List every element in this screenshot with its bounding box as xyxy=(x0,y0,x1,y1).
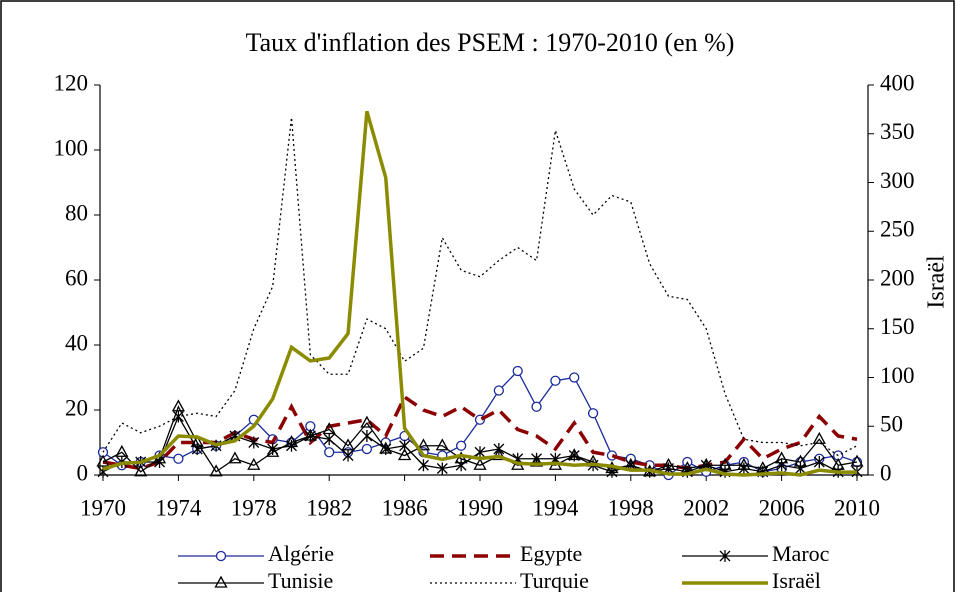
y-tick-label: 120 xyxy=(54,70,89,95)
marker xyxy=(417,459,429,472)
marker xyxy=(379,441,393,454)
marker xyxy=(134,464,148,477)
chart-title: Taux d'inflation des PSEM : 1970-2010 (e… xyxy=(246,28,735,57)
y-tick-label: 60 xyxy=(65,265,88,290)
marker xyxy=(776,459,788,472)
marker xyxy=(550,375,561,386)
y2-tick-label: 400 xyxy=(880,70,915,95)
marker xyxy=(512,365,523,377)
x-tick-label: 1986 xyxy=(382,495,428,520)
marker xyxy=(209,464,223,477)
y2-tick-label: 100 xyxy=(880,363,915,388)
x-tick-label: 1982 xyxy=(306,495,352,520)
y2-tick-label: 150 xyxy=(880,314,915,339)
x-tick-label: 2002 xyxy=(683,495,729,520)
marker xyxy=(455,459,467,472)
marker xyxy=(228,451,242,464)
marker xyxy=(718,457,732,470)
marker xyxy=(492,448,506,461)
marker xyxy=(793,454,808,467)
marker xyxy=(567,448,581,461)
legend-marker xyxy=(719,550,731,562)
marker xyxy=(341,438,355,451)
marker xyxy=(247,457,261,470)
legend-marker xyxy=(214,575,228,588)
y2-tick-label: 50 xyxy=(880,412,903,437)
series-line xyxy=(102,110,857,477)
legend-label: Algérie xyxy=(268,541,334,566)
marker xyxy=(248,436,260,449)
y-tick-label: 100 xyxy=(54,135,89,160)
x-tick-label: 1978 xyxy=(231,495,277,520)
y-tick-label: 40 xyxy=(65,330,88,355)
marker xyxy=(531,401,542,412)
series-line xyxy=(102,394,858,471)
marker xyxy=(323,433,335,446)
marker xyxy=(737,457,751,470)
x-tick-label: 2010 xyxy=(834,495,880,520)
marker xyxy=(416,438,431,451)
marker xyxy=(794,462,806,475)
marker xyxy=(435,438,449,451)
marker xyxy=(569,372,580,383)
marker xyxy=(324,447,335,458)
y2-axis-label: Israël xyxy=(924,255,950,309)
marker xyxy=(812,431,826,444)
x-tick-label: 1974 xyxy=(155,495,202,520)
marker xyxy=(322,422,336,435)
x-tick-label: 1990 xyxy=(457,495,503,520)
marker xyxy=(813,456,825,468)
marker xyxy=(115,444,129,457)
marker xyxy=(361,443,373,455)
x-tick-label: 1970 xyxy=(80,495,126,520)
marker xyxy=(474,446,486,459)
y2-tick-label: 0 xyxy=(880,460,892,485)
marker xyxy=(284,435,299,448)
marker xyxy=(436,462,448,475)
series-line xyxy=(102,117,858,457)
marker xyxy=(661,457,676,470)
x-tick-label: 1998 xyxy=(608,495,654,520)
marker xyxy=(360,415,374,428)
y2-tick-label: 200 xyxy=(880,265,915,290)
marker xyxy=(171,399,185,412)
legend-label: Maroc xyxy=(772,541,830,566)
marker xyxy=(342,449,354,462)
marker xyxy=(361,430,373,442)
marker xyxy=(493,385,505,396)
legend-label: Tunisie xyxy=(268,568,333,592)
legend-label: Israël xyxy=(772,568,821,592)
legend-label: Turquie xyxy=(520,568,589,592)
marker xyxy=(587,408,599,419)
x-tick-label: 1994 xyxy=(532,495,579,520)
marker xyxy=(303,428,317,441)
marker xyxy=(173,453,184,464)
marker xyxy=(455,440,467,451)
marker xyxy=(831,457,845,470)
marker xyxy=(398,448,412,461)
marker xyxy=(266,444,280,457)
legend-marker xyxy=(215,550,227,562)
y2-tick-label: 300 xyxy=(880,168,915,193)
marker xyxy=(850,454,864,467)
y-tick-label: 0 xyxy=(77,460,89,485)
marker xyxy=(96,454,110,467)
y-tick-label: 20 xyxy=(65,395,88,420)
y2-tick-label: 250 xyxy=(880,217,915,242)
y2-tick-label: 350 xyxy=(880,119,915,144)
legend-label: Egypte xyxy=(520,541,582,566)
x-tick-label: 2006 xyxy=(759,495,805,520)
marker xyxy=(190,435,204,448)
marker xyxy=(191,443,203,455)
marker xyxy=(775,451,789,464)
marker xyxy=(473,457,487,470)
y-tick-label: 80 xyxy=(65,200,88,225)
